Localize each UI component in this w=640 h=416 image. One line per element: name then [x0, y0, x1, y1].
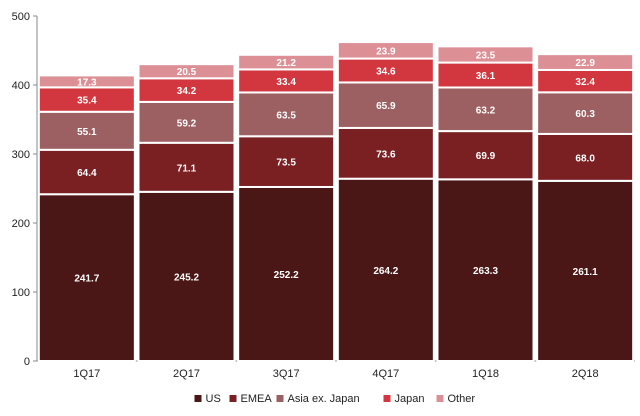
data-label: 68.0	[575, 153, 595, 164]
legend-swatch	[276, 395, 284, 402]
y-tick-label: 200	[12, 218, 30, 230]
data-label: 23.5	[476, 50, 496, 61]
bar-segment-us-2q18	[536, 179, 635, 362]
legend-label: US	[206, 393, 221, 405]
data-label: 261.1	[573, 267, 598, 278]
bar-segment-emea-2q18	[536, 132, 635, 182]
bar-segment-emea-2q17	[137, 141, 236, 193]
legend-swatch	[194, 395, 202, 402]
data-label: 241.7	[74, 274, 99, 285]
x-tick-label: 2Q18	[572, 368, 599, 380]
legend-label: EMEA	[241, 393, 273, 405]
data-label: 63.5	[276, 110, 296, 121]
data-label: 34.2	[177, 86, 197, 97]
data-label: 59.2	[177, 118, 197, 129]
y-tick-label: 100	[12, 287, 30, 299]
bar-segment-japan-1q17	[37, 86, 136, 113]
data-label: 21.2	[276, 58, 296, 69]
bar-segment-us-3q17	[237, 185, 336, 362]
bar-segment-other-2q17	[137, 63, 236, 80]
legend-label: Asia ex. Japan	[288, 393, 360, 405]
data-label: 33.4	[276, 77, 296, 88]
axes: 0 100 200 300 400 500 1Q17 2Q17 3Q17 4Q17 1Q18 2Q18	[12, 11, 635, 380]
data-label: 73.5	[276, 158, 296, 169]
y-tick-label: 400	[12, 80, 30, 92]
legend-swatch	[229, 395, 237, 402]
legend-swatch	[436, 395, 444, 402]
data-label: 71.1	[177, 163, 197, 174]
bar-segment-other-1q17	[37, 74, 136, 89]
data-label: 34.6	[376, 67, 396, 78]
bar-segment-us-1q18	[436, 178, 535, 362]
data-label: 64.4	[77, 168, 97, 179]
x-tick-label: 2Q17	[173, 368, 200, 380]
data-label: 35.4	[77, 96, 97, 107]
data-label: 23.9	[376, 46, 396, 57]
data-label: 245.2	[174, 272, 199, 283]
bar-segment-us-2q17	[137, 190, 236, 362]
data-label: 73.6	[376, 149, 396, 160]
x-tick-label: 4Q17	[372, 368, 399, 380]
bar-segment-asia-ex-japan-2q18	[536, 91, 635, 135]
data-label: 264.2	[373, 266, 398, 277]
data-label: 32.4	[575, 77, 595, 88]
bar-segment-emea-3q17	[237, 135, 336, 188]
y-tick-label: 500	[12, 11, 30, 23]
legend: US EMEA Asia ex. Japan Japan Other	[194, 393, 476, 405]
y-tick-label: 300	[12, 149, 30, 161]
x-tick-label: 3Q17	[273, 368, 300, 380]
bar-segment-other-3q17	[237, 53, 336, 71]
bars: 241.7 64.4 55.1 35.4 17.3 245.2 71.1 59.2 34.2 20…	[37, 41, 635, 362]
data-label: 60.3	[575, 109, 595, 120]
legend-swatch	[383, 395, 391, 402]
data-label: 36.1	[476, 71, 496, 82]
bar-segment-other-4q17	[336, 41, 435, 60]
data-label: 263.3	[473, 266, 498, 277]
bar-segment-asia-ex-japan-1q18	[436, 86, 535, 133]
bar-segment-other-1q18	[436, 45, 535, 64]
data-label: 63.2	[476, 105, 496, 116]
y-tick-label: 0	[24, 356, 30, 368]
data-label: 20.5	[177, 67, 197, 78]
x-tick-label: 1Q17	[73, 368, 100, 380]
legend-label: Other	[448, 393, 476, 405]
data-label: 55.1	[77, 127, 97, 138]
bar-segment-asia-ex-japan-1q17	[37, 110, 136, 151]
data-label: 69.9	[476, 151, 496, 162]
data-label: 65.9	[376, 101, 396, 112]
data-label: 22.9	[575, 58, 595, 69]
legend-label: Japan	[395, 393, 425, 405]
x-tick-label: 1Q18	[472, 368, 499, 380]
data-label: 17.3	[77, 77, 97, 88]
bar-segment-other-2q18	[536, 53, 635, 71]
data-label: 252.2	[274, 270, 299, 281]
